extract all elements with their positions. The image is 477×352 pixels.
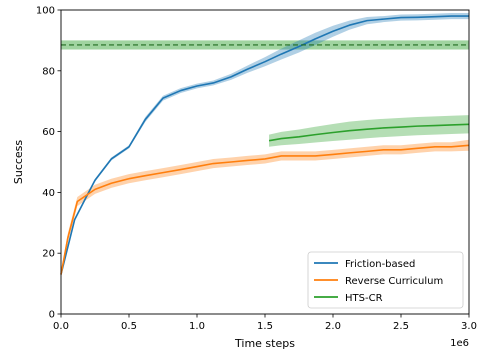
x-tick-label: 0.0 bbox=[53, 321, 69, 332]
y-tick-label: 0 bbox=[49, 310, 55, 321]
x-tick-label: 0.5 bbox=[121, 321, 137, 332]
line-friction-based bbox=[60, 15, 469, 275]
plot-bands bbox=[61, 13, 469, 278]
x-tick-label: 1.5 bbox=[257, 321, 273, 332]
y-tick-label: 20 bbox=[42, 249, 55, 260]
legend-box bbox=[307, 251, 464, 309]
y-tick-label: 40 bbox=[42, 188, 55, 199]
y-tick-label: 60 bbox=[42, 127, 55, 138]
legend-label-reverse-curriculum: Reverse Curriculum bbox=[345, 276, 443, 287]
band-reverse-curriculum bbox=[61, 139, 469, 278]
x-tick-label: 2.0 bbox=[325, 321, 341, 332]
band-hts-cr bbox=[269, 115, 469, 147]
x-tick-label: 1.0 bbox=[189, 321, 205, 332]
band-friction-based bbox=[61, 13, 469, 276]
legend: Friction-based Reverse Curriculum HTS-CR bbox=[307, 251, 464, 309]
x-axis-label: Time steps bbox=[234, 337, 295, 350]
legend-label-friction-based: Friction-based bbox=[345, 259, 415, 270]
y-tick-label: 80 bbox=[42, 66, 55, 77]
x-tick-label: 2.5 bbox=[393, 321, 409, 332]
y-axis-label: Success bbox=[12, 140, 25, 185]
x-tick-label: 3.0 bbox=[461, 321, 477, 332]
x-axis-ticks: 0.0 0.5 1.0 1.5 2.0 2.5 3.0 bbox=[53, 314, 477, 332]
line-hts-cr bbox=[268, 123, 470, 142]
y-tick-label: 100 bbox=[36, 6, 55, 17]
legend-label-hts-cr: HTS-CR bbox=[345, 293, 383, 304]
x-axis-offset-label: 1e6 bbox=[450, 338, 469, 349]
y-axis-ticks: 0 20 40 60 80 100 bbox=[36, 6, 61, 321]
plot-lines bbox=[60, 15, 470, 275]
line-reverse-curriculum bbox=[60, 144, 470, 275]
